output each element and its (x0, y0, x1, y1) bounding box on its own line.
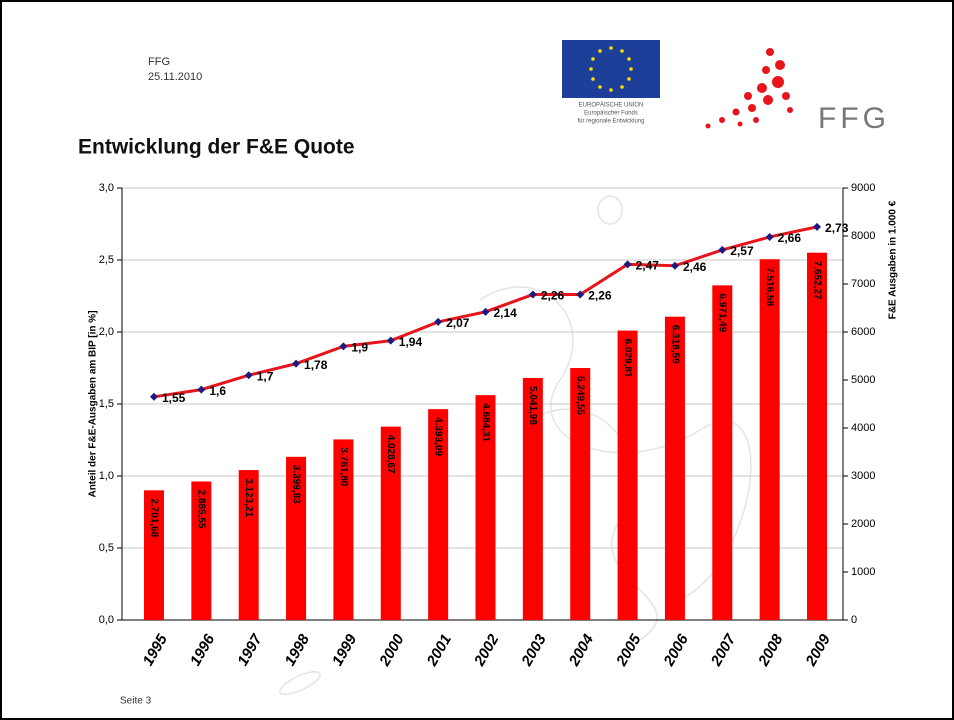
eu-text: EUROPÄISCHE UNION (579, 102, 644, 109)
bar-value-label: 7.516,58 (764, 267, 775, 306)
line-marker (339, 342, 348, 351)
line-value-label: 2,57 (730, 244, 754, 258)
bar-value-label: 4.393,09 (432, 417, 443, 456)
line-value-label: 1,6 (209, 384, 226, 398)
bar (191, 481, 212, 620)
y2-tick-label: 4000 (851, 422, 875, 434)
bar (475, 395, 496, 620)
line-marker (528, 290, 537, 299)
bar-value-label: 6.029,81 (622, 339, 633, 378)
line-value-label: 2,26 (588, 289, 612, 303)
line-marker (292, 359, 301, 368)
y-tick-label: 2,0 (99, 326, 114, 338)
y2-tick-label: 0 (851, 614, 857, 626)
bar (570, 368, 591, 620)
line-value-label: 1,9 (351, 341, 368, 355)
y2-tick-label: 2000 (851, 518, 875, 530)
bar-value-label: 5.041,98 (527, 386, 538, 425)
y2-tick-label: 7000 (851, 278, 875, 290)
org-label: FFG (148, 56, 170, 68)
line-value-label: 2,73 (825, 221, 849, 235)
bar (617, 330, 638, 620)
y-tick-label: 2,5 (99, 254, 114, 266)
line-marker (813, 222, 822, 231)
y-tick-label: 3,0 (99, 182, 114, 194)
line-marker (149, 392, 158, 401)
bar (712, 285, 733, 620)
line-value-label: 2,47 (636, 258, 660, 272)
y-tick-label: 1,0 (99, 470, 114, 482)
line-marker (481, 307, 490, 316)
line-value-label: 1,94 (399, 335, 423, 349)
bar (522, 377, 543, 620)
footer: Seite 3 (120, 696, 152, 707)
eu-text: Europäischer Fonds (584, 111, 638, 117)
line-value-label: 2,26 (541, 289, 565, 303)
line-value-label: 1,78 (304, 358, 328, 372)
line-marker (765, 232, 774, 241)
y2-tick-label: 6000 (851, 326, 875, 338)
chart-title: Entwicklung der F&E Quote (78, 136, 355, 159)
bar-value-label: 4.028,67 (385, 435, 396, 474)
bar (238, 470, 259, 620)
bar-value-label: 7.652,27 (811, 261, 822, 300)
line-value-label: 1,7 (257, 369, 274, 383)
bar (428, 409, 449, 620)
line-marker (434, 317, 443, 326)
bar-value-label: 3.123,21 (243, 478, 254, 517)
eu-text: für regionale Entwicklung (577, 119, 644, 125)
line-marker (576, 290, 585, 299)
bar-value-label: 2.885,55 (196, 489, 207, 528)
bar (143, 490, 164, 620)
line-marker (623, 260, 632, 269)
y-tick-label: 1,5 (99, 398, 114, 410)
bar (380, 426, 401, 620)
line-value-label: 1,55 (162, 391, 186, 405)
y2-tick-label: 9000 (851, 182, 875, 194)
line-marker (197, 385, 206, 394)
bar-value-label: 3.399,83 (290, 465, 301, 504)
ffg-logo-dots (705, 48, 793, 129)
bar (333, 439, 354, 620)
bar (807, 252, 828, 620)
bar-value-label: 4.684,31 (480, 403, 491, 442)
bar (664, 316, 685, 620)
bar (759, 259, 780, 620)
line-marker (386, 336, 395, 345)
line-marker (718, 245, 727, 254)
line-value-label: 2,14 (494, 306, 518, 320)
eu-logo: EUROPÄISCHE UNION Europäischer Fonds für… (562, 40, 660, 125)
line-marker (244, 371, 253, 380)
date-label: 25.11.2010 (148, 71, 202, 83)
bar (286, 456, 307, 620)
line-marker (670, 261, 679, 270)
y2-tick-label: 1000 (851, 566, 875, 578)
line-value-label: 2,66 (778, 231, 802, 245)
line-value-label: 2,46 (683, 260, 707, 274)
ffg-logo-text: FFG (818, 102, 890, 135)
y-tick-label: 0,0 (99, 614, 114, 626)
y2-axis-label: F&E Ausgaben in 1.000 € (888, 200, 899, 319)
line-value-label: 2,07 (446, 316, 470, 330)
bar-value-label: 3.761,80 (338, 447, 349, 486)
bar-value-label: 5.249,55 (575, 376, 586, 415)
y-axis-label: Anteil der F&E-Ausgaben am BIP [in %] (88, 310, 99, 497)
y2-tick-label: 5000 (851, 374, 875, 386)
bar-value-label: 6.318,59 (669, 325, 680, 364)
y-tick-label: 0,5 (99, 542, 114, 554)
bar-value-label: 6.971,49 (717, 293, 728, 332)
bar-value-label: 2.701,68 (148, 498, 159, 537)
y2-tick-label: 8000 (851, 230, 875, 242)
y2-tick-label: 3000 (851, 470, 875, 482)
